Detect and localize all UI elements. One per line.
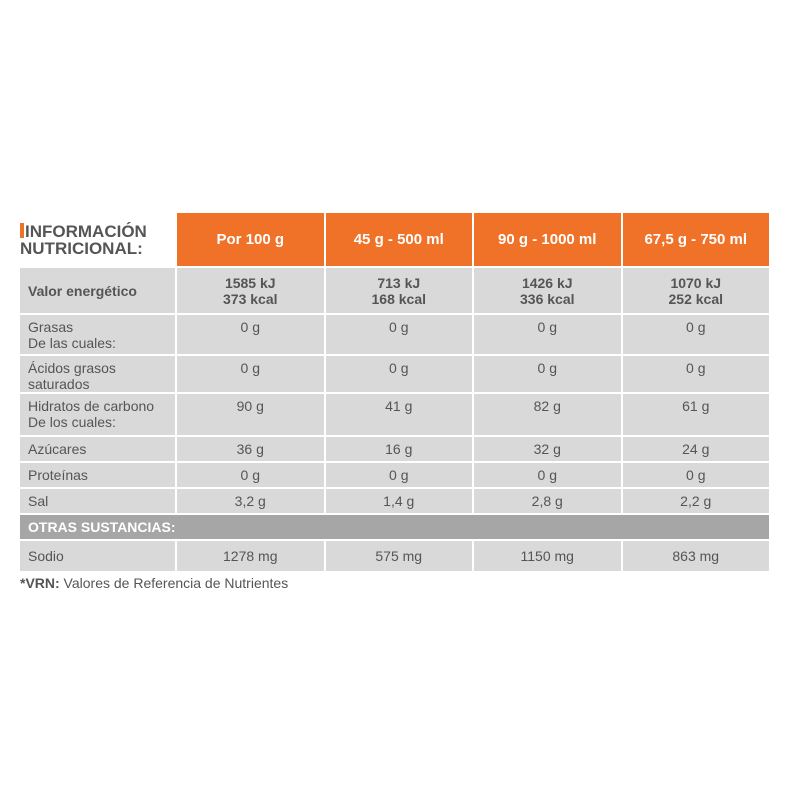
- section-row: OTRAS SUSTANCIAS:: [20, 515, 769, 539]
- cell: 0 g: [177, 315, 324, 354]
- cell: 1070 kJ 252 kcal: [622, 268, 769, 313]
- cell: 0 g: [622, 356, 769, 392]
- cell: 0 g: [177, 356, 324, 392]
- cell: 41 g: [325, 394, 472, 435]
- cell: 0 g: [474, 315, 621, 354]
- table-row: Sal 3,2 g 1,4 g 2,8 g 2,2 g: [20, 489, 769, 513]
- column-header: 90 g - 1000 ml: [474, 213, 621, 266]
- table-row: Proteínas 0 g 0 g 0 g 0 g: [20, 463, 769, 487]
- cell: 0 g: [325, 463, 472, 487]
- table-row: Ácidos grasos saturados 0 g 0 g 0 g 0 g: [20, 356, 769, 392]
- table-title: INFORMACIÓN NUTRICIONAL:: [20, 213, 175, 266]
- accent-bar: [20, 222, 24, 238]
- cell: 2,8 g: [474, 489, 621, 513]
- section-label: OTRAS SUSTANCIAS:: [20, 515, 769, 539]
- row-label: Ácidos grasos saturados: [20, 356, 175, 392]
- cell: 1585 kJ 373 kcal: [177, 268, 324, 313]
- cell: 61 g: [622, 394, 769, 435]
- cell: 1,4 g: [325, 489, 472, 513]
- cell: 0 g: [474, 356, 621, 392]
- cell: 16 g: [325, 437, 472, 461]
- column-header: 67,5 g - 750 ml: [622, 213, 769, 266]
- row-label: Hidratos de carbono De los cuales:: [20, 394, 175, 435]
- cell: 36 g: [177, 437, 324, 461]
- row-label: Proteínas: [20, 463, 175, 487]
- table-row: Hidratos de carbono De los cuales: 90 g 4…: [20, 394, 769, 435]
- cell: 24 g: [622, 437, 769, 461]
- row-label: Sodio: [20, 541, 175, 571]
- row-label: Valor energético: [20, 268, 175, 313]
- nutrition-table: INFORMACIÓN NUTRICIONAL: Por 100 g 45 g -…: [18, 211, 771, 573]
- table-row: Grasas De las cuales: 0 g 0 g 0 g 0 g: [20, 315, 769, 354]
- cell: 3,2 g: [177, 489, 324, 513]
- row-label: Grasas De las cuales:: [20, 315, 175, 354]
- cell: 863 mg: [622, 541, 769, 571]
- cell: 0 g: [325, 356, 472, 392]
- table-row: Azúcares 36 g 16 g 32 g 24 g: [20, 437, 769, 461]
- cell: 0 g: [474, 463, 621, 487]
- table-row: Valor energético 1585 kJ 373 kcal 713 kJ 1…: [20, 268, 769, 313]
- cell: 2,2 g: [622, 489, 769, 513]
- cell: 90 g: [177, 394, 324, 435]
- cell: 1150 mg: [474, 541, 621, 571]
- column-header: Por 100 g: [177, 213, 324, 266]
- column-header: 45 g - 500 ml: [325, 213, 472, 266]
- cell: 0 g: [177, 463, 324, 487]
- cell: 1278 mg: [177, 541, 324, 571]
- cell: 575 mg: [325, 541, 472, 571]
- cell: 0 g: [622, 315, 769, 354]
- footnote: *VRN: Valores de Referencia de Nutriente…: [20, 575, 289, 591]
- table-row: Sodio 1278 mg 575 mg 1150 mg 863 mg: [20, 541, 769, 571]
- cell: 82 g: [474, 394, 621, 435]
- cell: 713 kJ 168 kcal: [325, 268, 472, 313]
- cell: 32 g: [474, 437, 621, 461]
- cell: 0 g: [325, 315, 472, 354]
- cell: 1426 kJ 336 kcal: [474, 268, 621, 313]
- row-label: Azúcares: [20, 437, 175, 461]
- row-label: Sal: [20, 489, 175, 513]
- header-row: INFORMACIÓN NUTRICIONAL: Por 100 g 45 g -…: [20, 213, 769, 266]
- cell: 0 g: [622, 463, 769, 487]
